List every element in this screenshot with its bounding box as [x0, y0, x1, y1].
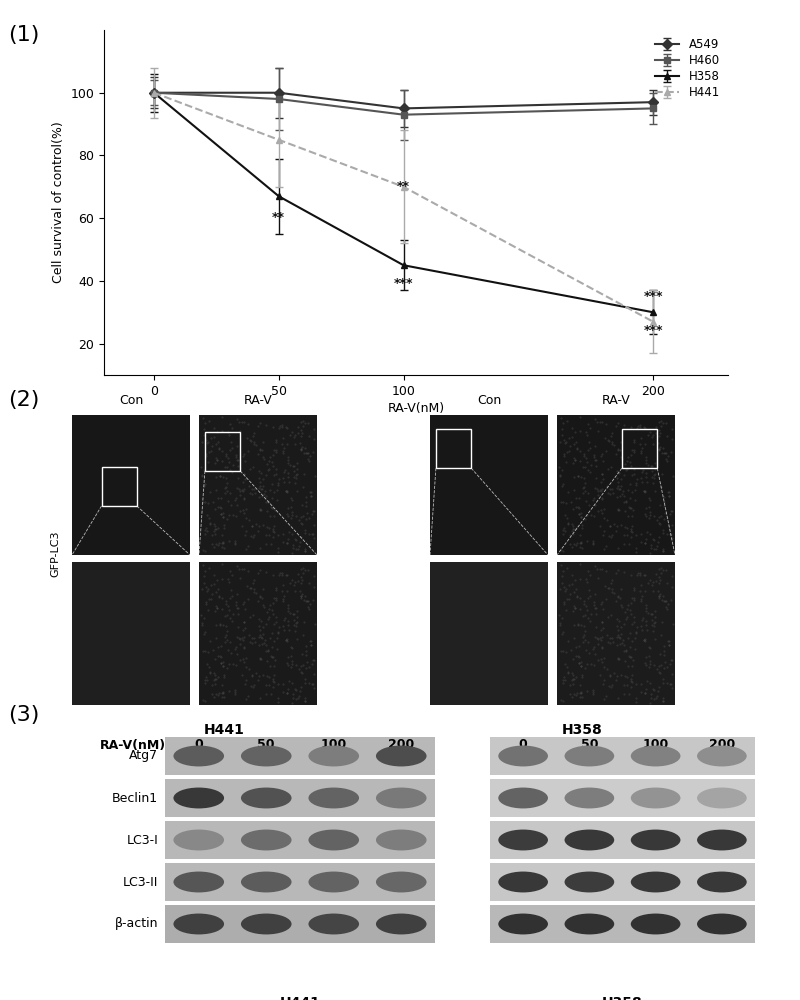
Text: H441: H441	[279, 996, 321, 1000]
Text: Con: Con	[477, 394, 501, 407]
Bar	[490, 737, 755, 775]
Ellipse shape	[376, 914, 426, 934]
Text: 0: 0	[194, 738, 203, 752]
Text: ***: ***	[643, 324, 663, 337]
Ellipse shape	[498, 914, 548, 934]
Text: RA-V: RA-V	[602, 394, 630, 407]
Text: 100: 100	[642, 738, 669, 752]
Ellipse shape	[309, 788, 359, 808]
Bar	[165, 821, 435, 859]
Ellipse shape	[376, 830, 426, 850]
Ellipse shape	[565, 914, 614, 934]
Bar	[557, 415, 675, 555]
Bar	[622, 429, 658, 468]
X-axis label: RA-V(nM): RA-V(nM)	[387, 402, 445, 415]
Ellipse shape	[630, 788, 681, 808]
Bar	[490, 863, 755, 901]
Bar	[557, 562, 675, 705]
Bar	[72, 562, 190, 705]
Text: GFP-LC3: GFP-LC3	[50, 530, 60, 577]
Ellipse shape	[498, 830, 548, 850]
Ellipse shape	[241, 788, 291, 808]
Text: Beclin1: Beclin1	[112, 792, 158, 804]
Bar	[490, 821, 755, 859]
Ellipse shape	[174, 872, 224, 892]
Ellipse shape	[309, 914, 359, 934]
Ellipse shape	[697, 830, 746, 850]
Text: ***: ***	[394, 277, 414, 290]
Ellipse shape	[630, 830, 681, 850]
Text: H358: H358	[562, 723, 602, 737]
Ellipse shape	[630, 746, 681, 766]
Ellipse shape	[565, 872, 614, 892]
Y-axis label: Cell survival of control(%): Cell survival of control(%)	[52, 122, 65, 283]
Ellipse shape	[309, 830, 359, 850]
Legend: A549, H460, H358, H441: A549, H460, H358, H441	[653, 36, 722, 101]
Bar	[436, 429, 471, 468]
Ellipse shape	[565, 830, 614, 850]
Text: (3): (3)	[8, 705, 39, 725]
Bar	[430, 562, 548, 705]
Ellipse shape	[174, 788, 224, 808]
Ellipse shape	[174, 746, 224, 766]
Text: Con: Con	[119, 394, 143, 407]
Ellipse shape	[630, 914, 681, 934]
Ellipse shape	[498, 872, 548, 892]
Bar	[165, 737, 435, 775]
Text: ***: ***	[643, 290, 663, 303]
Bar	[165, 905, 435, 943]
Ellipse shape	[697, 746, 746, 766]
Text: β-actin: β-actin	[114, 918, 158, 930]
Bar	[199, 562, 317, 705]
Ellipse shape	[174, 914, 224, 934]
Bar	[199, 415, 317, 555]
Text: **: **	[397, 180, 410, 193]
Text: (1): (1)	[8, 25, 39, 45]
Ellipse shape	[630, 872, 681, 892]
Ellipse shape	[241, 746, 291, 766]
Text: 200: 200	[388, 738, 414, 752]
Text: 0: 0	[518, 738, 527, 752]
Ellipse shape	[498, 746, 548, 766]
Text: 50: 50	[581, 738, 598, 752]
Text: LC3-I: LC3-I	[126, 834, 158, 846]
Ellipse shape	[565, 746, 614, 766]
Ellipse shape	[376, 872, 426, 892]
Bar	[490, 779, 755, 817]
Ellipse shape	[697, 872, 746, 892]
Text: H358: H358	[602, 996, 643, 1000]
Text: LC3-II: LC3-II	[122, 876, 158, 888]
Text: 50: 50	[258, 738, 275, 752]
Text: H441: H441	[203, 723, 245, 737]
Ellipse shape	[309, 872, 359, 892]
Ellipse shape	[309, 746, 359, 766]
Ellipse shape	[697, 914, 746, 934]
Text: 100: 100	[321, 738, 347, 752]
Text: Atg7: Atg7	[129, 750, 158, 762]
Bar	[72, 415, 190, 555]
Text: RA-V: RA-V	[244, 394, 272, 407]
Ellipse shape	[241, 872, 291, 892]
Text: **: **	[272, 211, 286, 224]
Bar	[430, 415, 548, 555]
Ellipse shape	[376, 746, 426, 766]
Ellipse shape	[174, 830, 224, 850]
Text: RA-V(nM): RA-V(nM)	[100, 738, 166, 752]
Ellipse shape	[498, 788, 548, 808]
Ellipse shape	[241, 830, 291, 850]
Text: (2): (2)	[8, 390, 39, 410]
Text: 200: 200	[709, 738, 735, 752]
Ellipse shape	[565, 788, 614, 808]
Bar	[205, 432, 240, 471]
Bar	[102, 467, 137, 506]
Bar	[165, 779, 435, 817]
Ellipse shape	[241, 914, 291, 934]
Ellipse shape	[376, 788, 426, 808]
Bar	[165, 863, 435, 901]
Ellipse shape	[697, 788, 746, 808]
Bar	[490, 905, 755, 943]
